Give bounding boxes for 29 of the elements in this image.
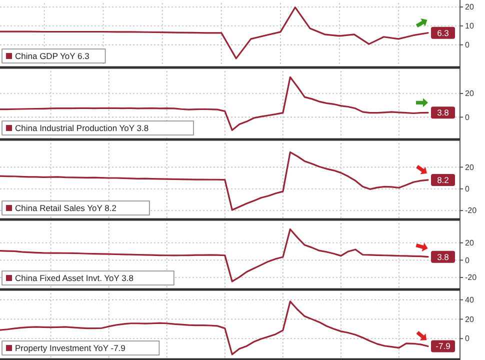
legend-label: China Retail Sales YoY 8.2 bbox=[15, 202, 117, 213]
data-label: 3.8 bbox=[437, 108, 450, 118]
y-tick-label: 20 bbox=[465, 89, 474, 98]
y-tick-label: 20 bbox=[465, 314, 474, 324]
legend-label: China GDP YoY 6.3 bbox=[15, 50, 90, 61]
line-series bbox=[0, 76, 429, 131]
line-series bbox=[0, 151, 429, 211]
line-series bbox=[0, 300, 429, 356]
line-series bbox=[0, 6, 429, 60]
y-tick-label: 20 bbox=[465, 162, 474, 172]
legend-label: Property Investment YoY -7.9 bbox=[15, 342, 126, 353]
y-tick-label: 20 bbox=[465, 238, 474, 248]
y-tick-label: 0 bbox=[465, 334, 470, 344]
y-tick-label: 20 bbox=[465, 2, 474, 12]
y-tick-label: -20 bbox=[465, 206, 478, 216]
data-label: 8.2 bbox=[437, 174, 450, 185]
data-label: 3.8 bbox=[437, 252, 450, 262]
y-tick-label: 0 bbox=[465, 256, 470, 265]
data-label: 6.3 bbox=[437, 28, 450, 38]
y-tick-label: 10 bbox=[465, 22, 474, 31]
y-tick-label: 0 bbox=[465, 184, 470, 194]
data-label: -7.9 bbox=[436, 341, 451, 352]
legend-label: China Industrial Production YoY 3.8 bbox=[15, 122, 149, 133]
legend-label: China Fixed Asset Invt. YoY 3.8 bbox=[15, 272, 134, 283]
line-series bbox=[0, 228, 429, 282]
y-tick-label: 0 bbox=[465, 112, 470, 122]
y-tick-label: 40 bbox=[465, 295, 474, 304]
y-tick-label: 0 bbox=[465, 40, 470, 50]
y-tick-label: -20 bbox=[465, 273, 478, 282]
